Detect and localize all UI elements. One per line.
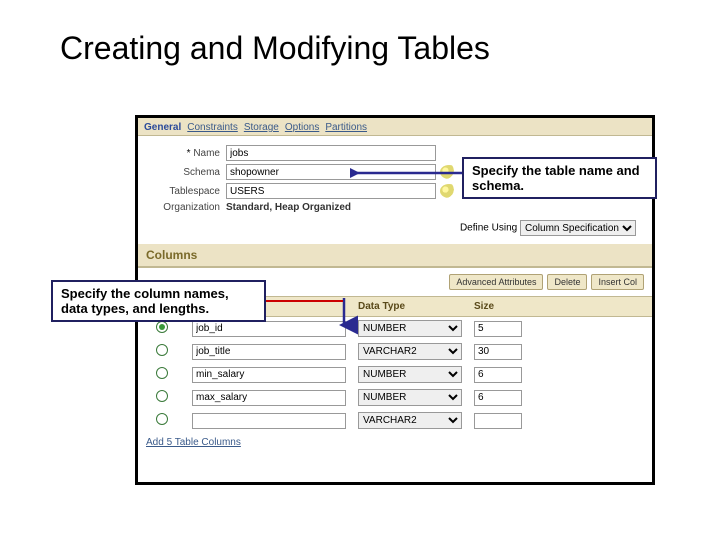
col-header-size: Size — [468, 297, 528, 316]
columns-header: Columns — [138, 244, 652, 268]
row-select-radio[interactable] — [156, 390, 168, 402]
column-size-input[interactable] — [474, 413, 522, 429]
add-columns-link[interactable]: Add 5 Table Columns — [138, 432, 652, 453]
column-size-input[interactable] — [474, 344, 522, 360]
column-type-select[interactable]: VARCHAR2 — [358, 343, 462, 360]
row-select-radio[interactable] — [156, 344, 168, 356]
column-type-select[interactable]: VARCHAR2 — [358, 412, 462, 429]
label-schema: Schema — [146, 167, 226, 178]
label-organization: Organization — [146, 202, 226, 213]
callout-columns: Specify the column names, data types, an… — [51, 280, 266, 322]
slide-title: Creating and Modifying Tables — [0, 0, 720, 67]
col-header-datatype: Data Type — [352, 297, 468, 316]
red-connector-line — [266, 300, 343, 302]
column-name-input[interactable] — [192, 321, 346, 337]
row-select-radio[interactable] — [156, 413, 168, 425]
tablespace-input[interactable] — [226, 183, 436, 199]
column-name-input[interactable] — [192, 413, 346, 429]
insert-column-button[interactable]: Insert Col — [591, 274, 644, 290]
tab-storage[interactable]: Storage — [244, 122, 279, 133]
column-rows: NUMBER VARCHAR2 NUMBER NUMBER VARCHAR2 — [138, 317, 652, 432]
tab-options[interactable]: Options — [285, 122, 319, 133]
column-size-input[interactable] — [474, 390, 522, 406]
define-using-select[interactable]: Column Specification — [520, 220, 636, 236]
column-name-input[interactable] — [192, 390, 346, 406]
label-name: * Name — [146, 148, 226, 159]
column-type-select[interactable]: NUMBER — [358, 389, 462, 406]
lookup-tablespace-icon[interactable] — [440, 184, 458, 198]
column-name-input[interactable] — [192, 344, 346, 360]
label-define-using: Define Using — [460, 223, 517, 234]
column-type-select[interactable]: NUMBER — [358, 320, 462, 337]
column-type-select[interactable]: NUMBER — [358, 366, 462, 383]
table-row: NUMBER — [138, 386, 652, 409]
tab-partitions[interactable]: Partitions — [325, 122, 367, 133]
arrow-to-schema — [350, 163, 465, 183]
column-size-input[interactable] — [474, 321, 522, 337]
row-select-radio[interactable] — [156, 321, 168, 333]
table-row: VARCHAR2 — [138, 409, 652, 432]
tab-general[interactable]: General — [144, 122, 181, 133]
row-select-radio[interactable] — [156, 367, 168, 379]
organization-value: Standard, Heap Organized — [226, 202, 351, 213]
tab-bar: General Constraints Storage Options Part… — [138, 118, 652, 136]
table-row: NUMBER — [138, 363, 652, 386]
table-row: VARCHAR2 — [138, 340, 652, 363]
delete-button[interactable]: Delete — [547, 274, 587, 290]
column-size-input[interactable] — [474, 367, 522, 383]
column-name-input[interactable] — [192, 367, 346, 383]
tab-constraints[interactable]: Constraints — [187, 122, 238, 133]
advanced-attributes-button[interactable]: Advanced Attributes — [449, 274, 543, 290]
label-tablespace: Tablespace — [146, 186, 226, 197]
callout-table-schema: Specify the table name and schema. — [462, 157, 657, 199]
name-input[interactable] — [226, 145, 436, 161]
